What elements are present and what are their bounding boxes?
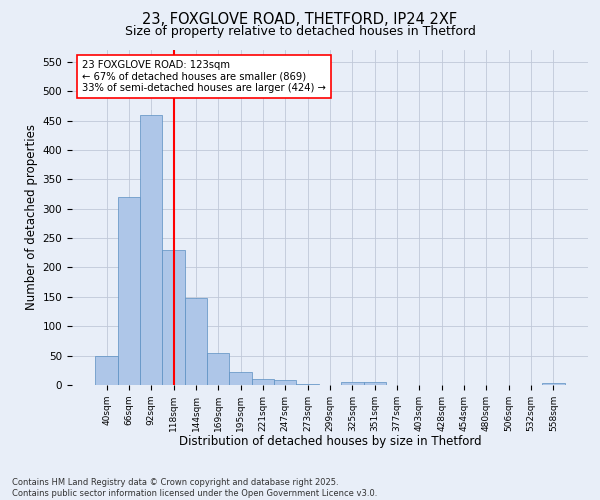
Bar	[364, 382, 386, 385]
X-axis label: Distribution of detached houses by size in Thetford: Distribution of detached houses by size …	[179, 436, 481, 448]
Bar	[542, 383, 565, 385]
Bar	[296, 384, 319, 385]
Y-axis label: Number of detached properties: Number of detached properties	[25, 124, 38, 310]
Text: 23 FOXGLOVE ROAD: 123sqm
← 67% of detached houses are smaller (869)
33% of semi-: 23 FOXGLOVE ROAD: 123sqm ← 67% of detach…	[82, 60, 326, 93]
Bar	[185, 298, 207, 385]
Bar	[229, 372, 252, 385]
Bar	[95, 356, 118, 385]
Bar	[118, 197, 140, 385]
Bar	[252, 379, 274, 385]
Bar	[207, 352, 229, 385]
Text: Contains HM Land Registry data © Crown copyright and database right 2025.
Contai: Contains HM Land Registry data © Crown c…	[12, 478, 377, 498]
Text: 23, FOXGLOVE ROAD, THETFORD, IP24 2XF: 23, FOXGLOVE ROAD, THETFORD, IP24 2XF	[142, 12, 458, 28]
Bar	[274, 380, 296, 385]
Bar	[163, 250, 185, 385]
Bar	[140, 114, 163, 385]
Text: Size of property relative to detached houses in Thetford: Size of property relative to detached ho…	[125, 25, 475, 38]
Bar	[341, 382, 364, 385]
